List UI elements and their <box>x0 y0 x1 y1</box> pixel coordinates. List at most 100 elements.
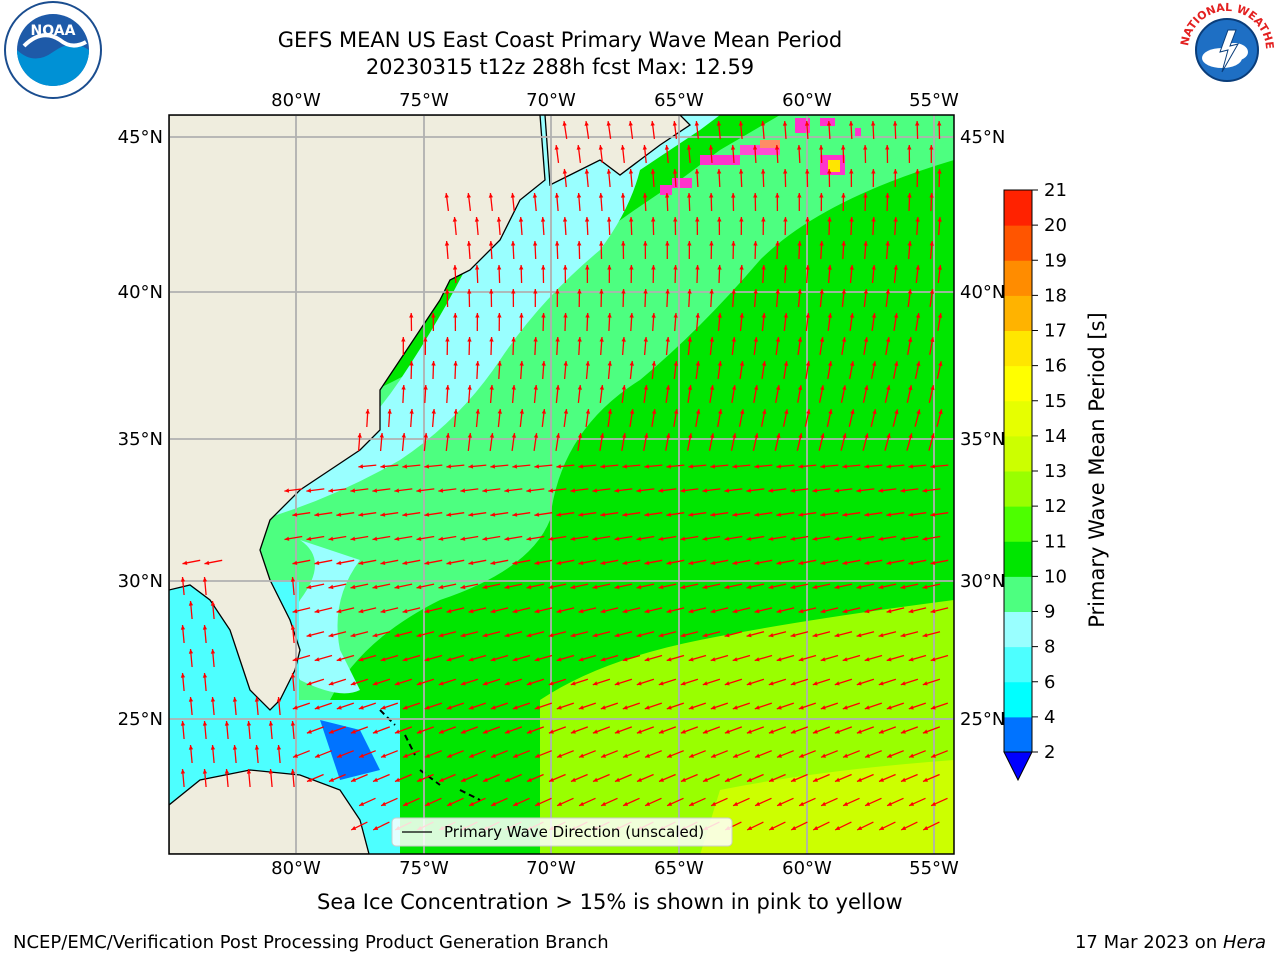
wave-arrow-head <box>746 729 752 734</box>
wave-arrow-head <box>606 169 612 174</box>
wave-arrow-head <box>739 313 744 318</box>
wave-arrow-head <box>850 361 855 366</box>
wave-arrow-head <box>491 753 496 758</box>
wave-arrow-head <box>937 265 942 270</box>
wave-arrow-head <box>276 697 282 702</box>
wave-arrow-head <box>292 560 298 565</box>
lat-tick-right: 30°N <box>960 571 1005 592</box>
wave-arrow-head <box>849 313 855 318</box>
wave-arrow-head <box>711 801 717 806</box>
wave-arrow-head <box>548 584 554 590</box>
wave-arrow-head <box>557 801 563 806</box>
wave-arrow-head <box>556 464 562 469</box>
wave-arrow-head <box>922 584 928 590</box>
wave-arrow-head <box>534 657 540 662</box>
wave-arrow-head <box>768 584 774 590</box>
wave-arrow-head <box>607 313 612 318</box>
wave-arrow-head <box>570 536 576 541</box>
wave-arrow-head <box>511 289 516 294</box>
wave-arrow-head <box>841 289 846 294</box>
wave-arrow-head <box>716 121 722 126</box>
wave-arrow-head <box>540 217 546 222</box>
map-frame <box>168 114 955 855</box>
wave-arrow-head <box>665 193 670 198</box>
wave-arrow-head <box>710 433 715 438</box>
wave-arrow-head <box>372 488 378 493</box>
wave-arrow-head <box>416 536 422 541</box>
wave-arrow-head <box>893 121 898 126</box>
wave-arrow-head <box>849 265 854 270</box>
wave-arrow-head <box>644 657 650 662</box>
wave-arrow-head <box>563 361 568 366</box>
wave-arrow-head <box>651 265 656 270</box>
wave-arrow-head <box>929 289 935 294</box>
colorbar: 2 4 6 8 9 10 11 12 13 14 15 16 17 18 19 20 21 <box>1003 180 1067 782</box>
wave-arrow-head <box>849 217 854 222</box>
wave-arrow-head <box>863 289 868 294</box>
wave-arrow-head <box>688 705 694 710</box>
wave-arrow-head <box>188 745 194 750</box>
wave-arrow-head <box>614 633 620 638</box>
wave-arrow-head <box>828 409 833 415</box>
wave-arrow-head <box>650 121 655 126</box>
wave-arrow-head <box>489 385 494 390</box>
wave-arrow-head <box>402 657 408 662</box>
wave-arrow-head <box>644 560 650 565</box>
wave-arrow-head <box>886 657 892 662</box>
wave-arrow-head <box>709 289 714 294</box>
wave-arrow-head <box>512 705 518 710</box>
wave-arrow-head <box>768 729 774 734</box>
wave-arrow-head <box>923 777 928 782</box>
wave-arrow-head <box>754 657 760 662</box>
colorbar-extend-arrow <box>1003 751 1033 782</box>
wave-arrow-head <box>180 577 186 582</box>
wave-arrow-head <box>687 337 692 342</box>
wave-arrow-head <box>805 217 810 222</box>
wave-arrow-head <box>864 608 870 614</box>
lon-tick-bottom: 80°W <box>271 858 321 879</box>
wave-arrow-head <box>570 584 576 590</box>
wave-arrow-head <box>563 265 568 270</box>
lat-tick-right: 35°N <box>960 429 1005 450</box>
wave-arrow-head <box>688 464 694 469</box>
wave-arrow-head <box>754 608 760 614</box>
wave-arrow-head <box>922 633 928 638</box>
wave-arrow-head <box>446 608 452 614</box>
wave-arrow-head <box>292 512 298 517</box>
wave-arrow-head <box>784 409 789 414</box>
wave-arrow-head <box>908 385 913 391</box>
wave-arrow-head <box>372 729 378 734</box>
wave-arrow-head <box>614 681 620 686</box>
wave-arrow-head <box>930 512 936 517</box>
wave-arrow-head <box>908 512 914 517</box>
wave-arrow-head <box>922 681 928 686</box>
wave-arrow-head <box>812 536 818 541</box>
wave-arrow-head <box>444 193 449 198</box>
wave-arrow-head <box>922 536 928 541</box>
wave-arrow-head <box>636 729 642 734</box>
wave-arrow-head <box>446 705 452 710</box>
wave-arrow-head <box>812 488 818 493</box>
wave-arrow-head <box>908 657 914 662</box>
wave-arrow-head <box>695 313 700 318</box>
footer-date-text: 17 Mar 2023 on <box>1074 932 1223 953</box>
wave-arrow-head <box>666 464 672 469</box>
wave-arrow-head <box>460 729 466 734</box>
wave-arrow-head <box>598 145 603 150</box>
wave-arrow-head <box>871 217 876 222</box>
wave-arrow-head <box>570 729 576 734</box>
chart-subtitle: 20230315 t12z 288h fcst Max: 12.59 <box>365 55 755 79</box>
wave-arrow-head <box>210 601 216 606</box>
wave-arrow-head <box>381 801 387 806</box>
wave-arrow-head <box>937 217 942 222</box>
wave-arrow-head <box>526 536 532 541</box>
wave-arrow-head <box>621 337 626 342</box>
wave-arrow-head <box>306 584 312 590</box>
wave-arrow-head <box>607 409 613 414</box>
wave-arrow-head <box>812 681 818 686</box>
wave-arrow-head <box>665 289 670 294</box>
wave-arrow-head <box>512 608 518 614</box>
wave-arrow-head <box>489 433 495 438</box>
wave-arrow-head <box>614 584 620 590</box>
wave-arrow-head <box>328 681 334 686</box>
